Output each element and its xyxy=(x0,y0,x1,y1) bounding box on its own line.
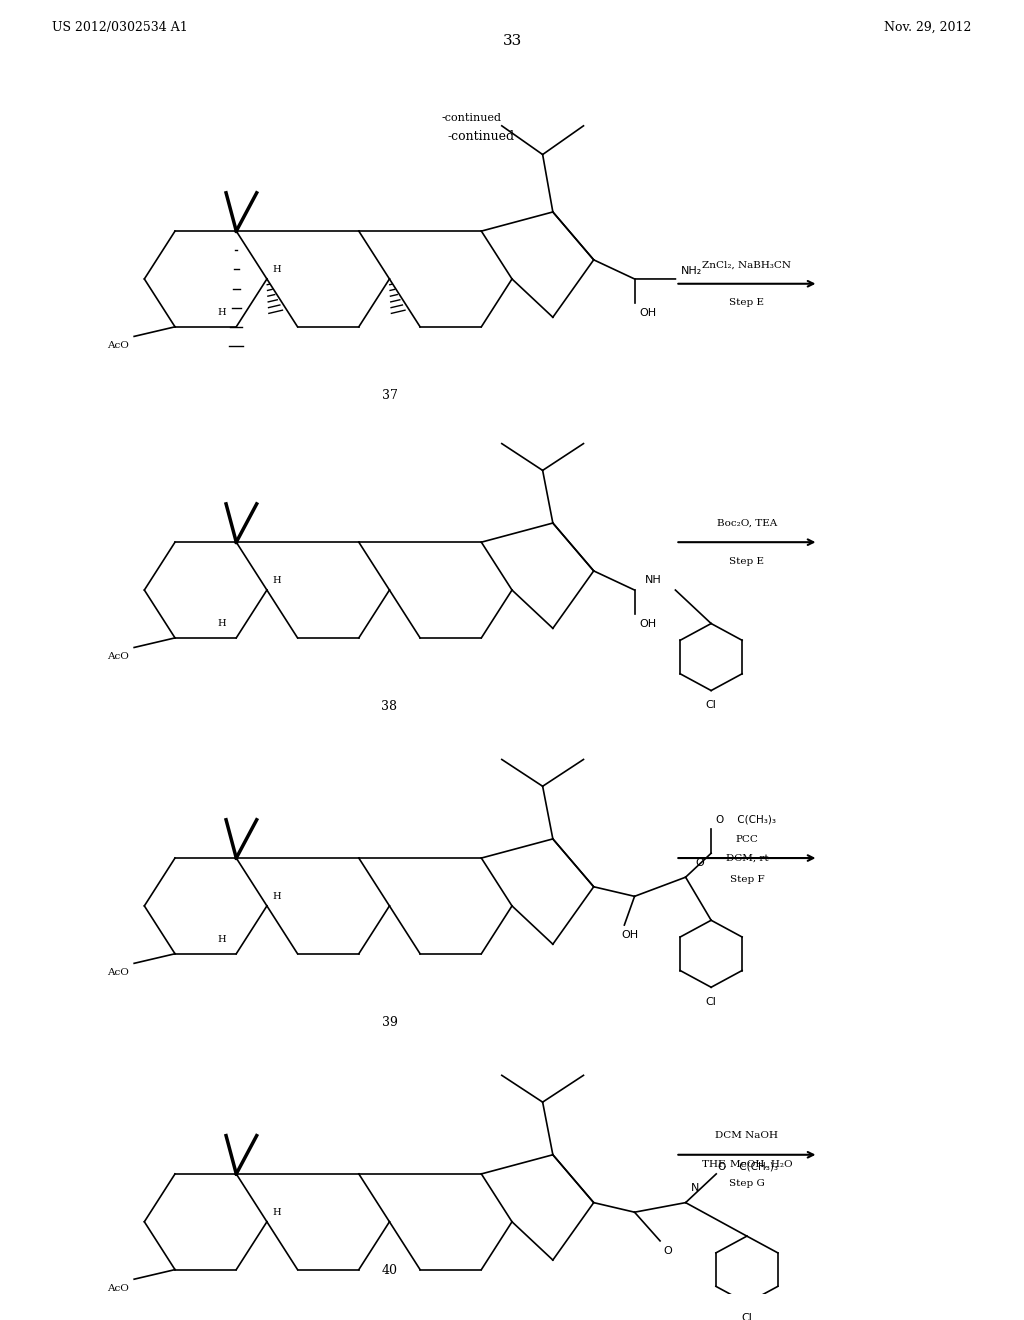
Text: AcO: AcO xyxy=(108,1284,129,1294)
Text: Cl: Cl xyxy=(706,997,717,1007)
Text: Step E: Step E xyxy=(729,298,764,308)
Text: OH: OH xyxy=(640,619,656,628)
Text: H: H xyxy=(217,935,226,944)
Text: 38: 38 xyxy=(382,700,397,713)
Text: Cl: Cl xyxy=(706,700,717,710)
Text: O    C(CH₃)₃: O C(CH₃)₃ xyxy=(716,814,776,825)
Text: THF, MeOH, H₂O: THF, MeOH, H₂O xyxy=(701,1159,793,1168)
Text: AcO: AcO xyxy=(108,968,129,977)
Text: Step G: Step G xyxy=(729,1179,765,1188)
Text: OH: OH xyxy=(640,308,656,318)
Text: H: H xyxy=(217,309,226,317)
Text: H: H xyxy=(272,265,281,275)
Text: 40: 40 xyxy=(382,1265,397,1278)
Text: ZnCl₂, NaBH₃CN: ZnCl₂, NaBH₃CN xyxy=(702,260,792,269)
Text: Step E: Step E xyxy=(729,557,764,565)
Text: Cl: Cl xyxy=(741,1312,753,1320)
Text: DCM, rt: DCM, rt xyxy=(726,854,768,862)
Text: H: H xyxy=(217,619,226,628)
Text: N: N xyxy=(691,1183,699,1193)
Text: O: O xyxy=(696,858,705,867)
Text: DCM NaOH: DCM NaOH xyxy=(716,1131,778,1140)
Text: Nov. 29, 2012: Nov. 29, 2012 xyxy=(884,21,972,34)
Text: OH: OH xyxy=(621,929,638,940)
Text: 33: 33 xyxy=(503,34,521,48)
Text: 37: 37 xyxy=(382,388,397,401)
Text: US 2012/0302534 A1: US 2012/0302534 A1 xyxy=(52,21,188,34)
Text: H: H xyxy=(272,1208,281,1217)
Text: Step F: Step F xyxy=(729,875,764,884)
Text: AcO: AcO xyxy=(108,341,129,350)
Text: O: O xyxy=(664,1246,672,1255)
Text: -continued: -continued xyxy=(441,114,501,123)
Text: Boc₂O, TEA: Boc₂O, TEA xyxy=(717,519,777,528)
Text: 39: 39 xyxy=(382,1015,397,1028)
Text: AcO: AcO xyxy=(108,652,129,661)
Text: NH₂: NH₂ xyxy=(681,267,701,276)
Text: -continued: -continued xyxy=(447,131,515,143)
Text: O    C(CH₃)₃: O C(CH₃)₃ xyxy=(718,1162,778,1172)
Text: H: H xyxy=(272,577,281,585)
Text: H: H xyxy=(272,892,281,902)
Text: PCC: PCC xyxy=(735,834,759,843)
Text: NH: NH xyxy=(645,576,662,586)
